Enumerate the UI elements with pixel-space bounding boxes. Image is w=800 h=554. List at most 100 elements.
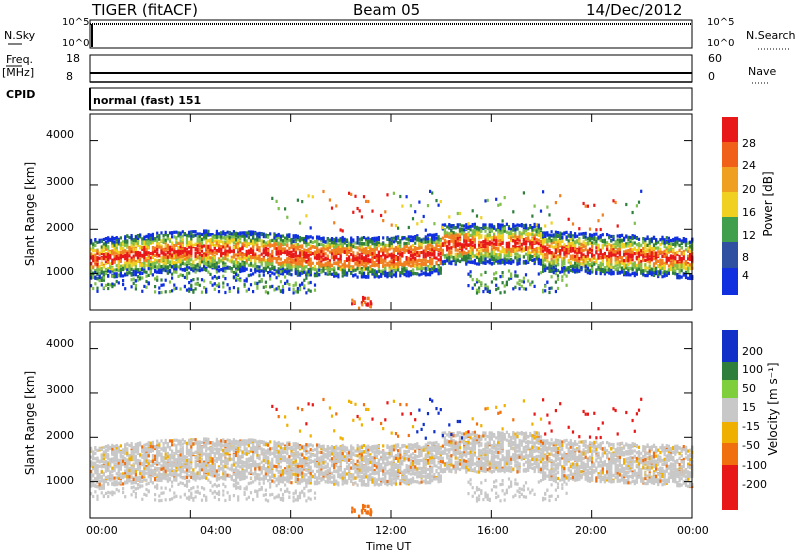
- power-cell: [168, 268, 172, 272]
- power-cell: [335, 274, 338, 278]
- power-cell: [296, 254, 299, 258]
- power-cell: [490, 241, 493, 245]
- power-cell: [533, 250, 536, 254]
- power-cell: [122, 274, 125, 278]
- power-cell: [399, 242, 402, 246]
- power-cell: [318, 263, 321, 267]
- power-cell: [194, 251, 197, 256]
- power-cell: [222, 232, 225, 236]
- power-cell: [281, 284, 285, 289]
- power-cell: [164, 269, 167, 273]
- power-cell: [422, 271, 425, 275]
- power-cell: [247, 257, 250, 261]
- power-cell: [100, 245, 103, 249]
- power-cell: [245, 244, 248, 248]
- power-cell: [307, 247, 310, 251]
- power-cell: [441, 223, 444, 227]
- power-cell: [397, 241, 400, 245]
- power-cell: [348, 250, 351, 254]
- power-cell: [446, 234, 449, 238]
- power-cell: [252, 256, 255, 260]
- power-cell: [422, 240, 425, 244]
- power-cell: [420, 241, 423, 245]
- power-cell: [294, 238, 297, 242]
- power-cell: [160, 231, 163, 235]
- power-cell: [454, 254, 457, 258]
- power-cell: [497, 242, 500, 247]
- power-cell: [510, 231, 513, 236]
- power-cell: [458, 229, 462, 233]
- power-cell: [354, 262, 357, 266]
- power-cell: [380, 213, 383, 218]
- power-cell: [518, 241, 521, 245]
- power-cell: [576, 234, 579, 238]
- power-cell: [397, 256, 400, 260]
- power-cell: [98, 265, 101, 269]
- power-cell: [382, 242, 385, 246]
- power-cell: [480, 273, 483, 277]
- power-cell: [249, 241, 253, 245]
- power-cell: [243, 279, 246, 283]
- power-cell: [561, 278, 564, 282]
- power-cell: [475, 230, 479, 234]
- power-cell: [264, 241, 267, 245]
- power-cell: [296, 242, 299, 247]
- power-cell: [194, 242, 197, 246]
- power-cell: [514, 246, 517, 250]
- power-cell: [473, 222, 476, 226]
- power-cell: [443, 255, 447, 259]
- power-cell: [524, 226, 528, 230]
- power-cell: [271, 249, 274, 253]
- power-cell: [416, 234, 419, 238]
- power-cell: [548, 269, 551, 273]
- power-cell: [456, 254, 459, 258]
- power-cell: [409, 264, 412, 268]
- power-cell: [243, 243, 246, 248]
- power-cell: [318, 273, 321, 277]
- power-cell: [162, 252, 165, 256]
- power-cell: [503, 229, 506, 233]
- power-cell: [267, 242, 270, 246]
- power-cell: [92, 245, 95, 250]
- power-cell: [196, 235, 199, 239]
- power-cell: [484, 257, 487, 261]
- power-cell: [448, 261, 451, 265]
- power-cell: [531, 249, 534, 253]
- power-cell: [565, 235, 568, 239]
- power-cell: [224, 252, 227, 256]
- power-cell: [213, 235, 216, 239]
- power-cell: [384, 263, 387, 267]
- power-cell: [539, 262, 543, 266]
- power-cell: [574, 258, 577, 262]
- power-cell: [226, 230, 229, 234]
- power-cell: [469, 233, 472, 237]
- power-cell: [473, 239, 476, 243]
- power-cell: [215, 235, 218, 239]
- power-cell: [277, 254, 280, 258]
- power-cell: [281, 272, 285, 276]
- power-cell: [222, 281, 225, 285]
- power-cell: [207, 255, 210, 259]
- power-cell: [134, 260, 137, 264]
- power-cell: [305, 214, 308, 218]
- power-cell: [578, 259, 581, 263]
- power-cell: [431, 234, 434, 238]
- power-cell: [446, 259, 449, 263]
- power-cell: [220, 254, 223, 258]
- power-cell: [416, 263, 419, 267]
- power-cell: [510, 227, 513, 231]
- power-cell: [271, 259, 274, 263]
- power-cell: [301, 253, 304, 257]
- power-cell: [371, 263, 374, 267]
- power-cell: [102, 242, 105, 246]
- power-cell: [335, 261, 338, 265]
- power-cell: [279, 248, 282, 252]
- power-cell: [369, 249, 372, 253]
- power-cell: [458, 245, 462, 250]
- power-cell: [537, 242, 540, 246]
- power-cell: [505, 244, 508, 249]
- power-cell: [271, 284, 274, 288]
- power-cell: [134, 253, 137, 257]
- power-cell: [405, 237, 408, 241]
- power-cell: [136, 256, 140, 260]
